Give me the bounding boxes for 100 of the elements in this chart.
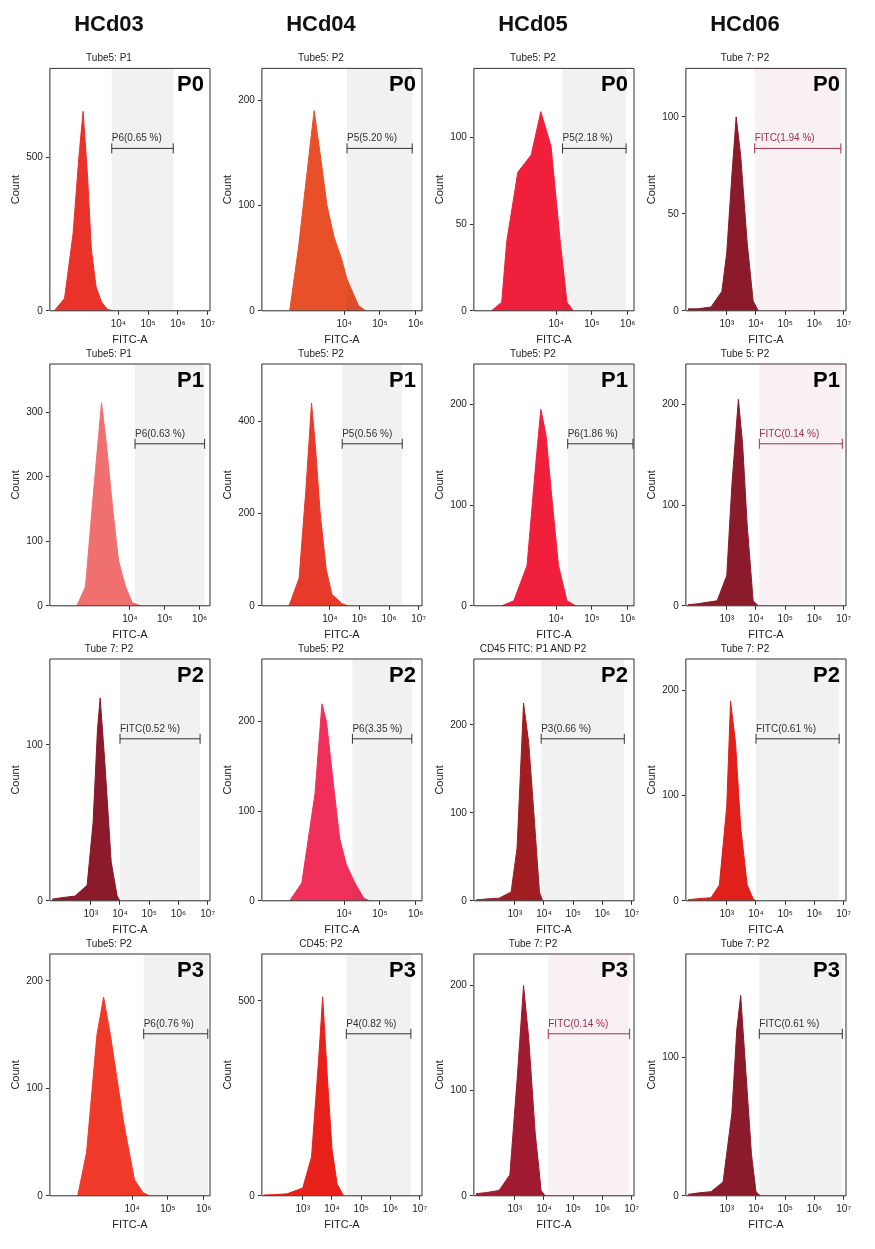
band-label: P4(0.82 %) bbox=[346, 1017, 397, 1029]
annotation: P3 bbox=[389, 957, 416, 983]
band-label: FITC(1.94 %) bbox=[754, 132, 815, 144]
x-axis-title: FITC-A bbox=[536, 628, 573, 641]
y-axis-title: Count bbox=[220, 470, 233, 500]
x-tick-label: 10³ bbox=[719, 1202, 735, 1214]
x-tick-label: 10⁴ bbox=[124, 1202, 140, 1214]
x-axis-title: FITC-A bbox=[748, 1218, 785, 1231]
x-tick-label: 10⁴ bbox=[548, 612, 564, 624]
x-tick-label: 10⁶ bbox=[170, 317, 186, 329]
x-tick-label: 10⁵ bbox=[584, 317, 600, 329]
x-tick-label: 10⁶ bbox=[806, 907, 823, 919]
chart-subtitle: Tube 7: P2 bbox=[84, 642, 134, 654]
y-tick-label: 100 bbox=[662, 789, 680, 801]
y-axis-title: Count bbox=[8, 470, 21, 500]
x-tick-label: 10⁵ bbox=[565, 907, 581, 919]
y-tick-label: 100 bbox=[26, 738, 44, 750]
y-tick-label: 0 bbox=[673, 894, 680, 906]
chart-subtitle: CD45 FITC: P1 AND P2 bbox=[479, 642, 587, 654]
annotation: P0 bbox=[813, 71, 840, 97]
y-tick-label: 50 bbox=[667, 207, 680, 219]
y-tick-label: 200 bbox=[662, 398, 680, 410]
x-tick-label: 10⁴ bbox=[748, 907, 764, 919]
chart-subtitle: Tube5: P2 bbox=[298, 642, 345, 654]
band-label: P6(1.86 %) bbox=[567, 427, 618, 439]
y-axis-title: Count bbox=[8, 174, 21, 205]
x-axis-title: FITC-A bbox=[748, 628, 785, 641]
band-label: P6(0.76 %) bbox=[143, 1017, 194, 1029]
annotation: P1 bbox=[177, 367, 204, 393]
x-tick-label: 10⁵ bbox=[777, 317, 793, 329]
annotation: P1 bbox=[601, 367, 628, 393]
y-tick-label: 100 bbox=[450, 806, 468, 818]
band-label: P3(0.66 %) bbox=[541, 722, 592, 734]
y-tick-label: 0 bbox=[37, 304, 44, 316]
x-tick-label: 10⁴ bbox=[112, 907, 128, 919]
y-axis-title: Count bbox=[220, 765, 233, 795]
x-tick-label: 10⁶ bbox=[170, 907, 187, 919]
y-tick-label: 100 bbox=[450, 131, 468, 143]
y-axis-title: Count bbox=[220, 1060, 233, 1090]
x-tick-label: 10⁵ bbox=[584, 612, 600, 624]
annotation: P2 bbox=[177, 662, 204, 688]
y-axis-title: Count bbox=[644, 470, 657, 500]
band-label: P6(0.65 %) bbox=[111, 132, 162, 144]
x-axis-title: FITC-A bbox=[536, 1218, 573, 1231]
y-tick-label: 0 bbox=[461, 894, 468, 906]
x-axis-title: FITC-A bbox=[536, 333, 573, 346]
x-tick-label: 10⁴ bbox=[122, 612, 138, 624]
x-tick-label: 10⁷ bbox=[624, 907, 640, 919]
y-tick-label: 200 bbox=[662, 684, 680, 696]
y-tick-label: 0 bbox=[37, 894, 44, 906]
x-tick-label: 10⁷ bbox=[624, 1202, 640, 1214]
x-tick-label: 10⁵ bbox=[140, 317, 156, 329]
y-tick-label: 100 bbox=[238, 804, 256, 816]
x-tick-label: 10⁶ bbox=[408, 907, 424, 919]
x-tick-label: 10⁶ bbox=[806, 1202, 823, 1214]
x-tick-label: 10⁷ bbox=[200, 907, 216, 919]
x-tick-label: 10⁴ bbox=[322, 612, 338, 624]
x-tick-label: 10⁵ bbox=[353, 1202, 369, 1214]
y-tick-label: 0 bbox=[37, 599, 44, 611]
band-label: FITC(0.61 %) bbox=[759, 1017, 820, 1029]
y-tick-label: 0 bbox=[673, 304, 680, 316]
y-tick-label: 50 bbox=[455, 217, 468, 229]
x-tick-label: 10⁵ bbox=[157, 612, 173, 624]
x-tick-label: 10⁴ bbox=[748, 317, 764, 329]
y-tick-label: 500 bbox=[238, 994, 256, 1006]
chart-subtitle: Tube5: P1 bbox=[86, 52, 133, 64]
x-tick-label: 10⁶ bbox=[382, 1202, 399, 1214]
y-tick-label: 100 bbox=[450, 1084, 468, 1096]
annotation: P3 bbox=[601, 957, 628, 983]
chart-subtitle: Tube 7: P2 bbox=[508, 937, 558, 949]
band-label: FITC(0.52 %) bbox=[119, 722, 180, 734]
chart-subtitle: Tube5: P1 bbox=[86, 347, 133, 359]
x-axis-title: FITC-A bbox=[536, 923, 573, 936]
y-tick-label: 0 bbox=[249, 894, 256, 906]
chart-subtitle: Tube5: P2 bbox=[298, 347, 345, 359]
x-tick-label: 10⁵ bbox=[141, 907, 157, 919]
x-tick-label: 10⁴ bbox=[336, 317, 352, 329]
y-tick-label: 200 bbox=[450, 398, 468, 410]
chart-title: HCd04 bbox=[286, 11, 357, 37]
x-tick-label: 10⁵ bbox=[372, 317, 388, 329]
x-tick-label: 10³ bbox=[507, 1202, 523, 1214]
x-tick-label: 10⁷ bbox=[836, 317, 852, 329]
y-tick-label: 100 bbox=[238, 199, 256, 211]
x-tick-label: 10³ bbox=[719, 317, 735, 329]
x-axis-title: FITC-A bbox=[324, 628, 361, 641]
x-tick-label: 10⁵ bbox=[777, 907, 793, 919]
annotation: P1 bbox=[813, 367, 840, 393]
y-axis-title: Count bbox=[220, 174, 233, 205]
y-tick-label: 200 bbox=[238, 93, 256, 105]
band-label: FITC(0.14 %) bbox=[759, 427, 820, 439]
x-tick-label: 10³ bbox=[83, 907, 99, 919]
x-tick-label: 10⁴ bbox=[324, 1202, 340, 1214]
x-tick-label: 10⁵ bbox=[160, 1202, 176, 1214]
x-tick-label: 10⁶ bbox=[196, 1202, 212, 1214]
x-tick-label: 10⁴ bbox=[336, 907, 352, 919]
annotation: P0 bbox=[601, 71, 628, 97]
y-tick-label: 100 bbox=[662, 498, 680, 510]
y-tick-label: 100 bbox=[450, 498, 468, 510]
y-tick-label: 0 bbox=[461, 304, 468, 316]
y-tick-label: 200 bbox=[26, 974, 44, 986]
